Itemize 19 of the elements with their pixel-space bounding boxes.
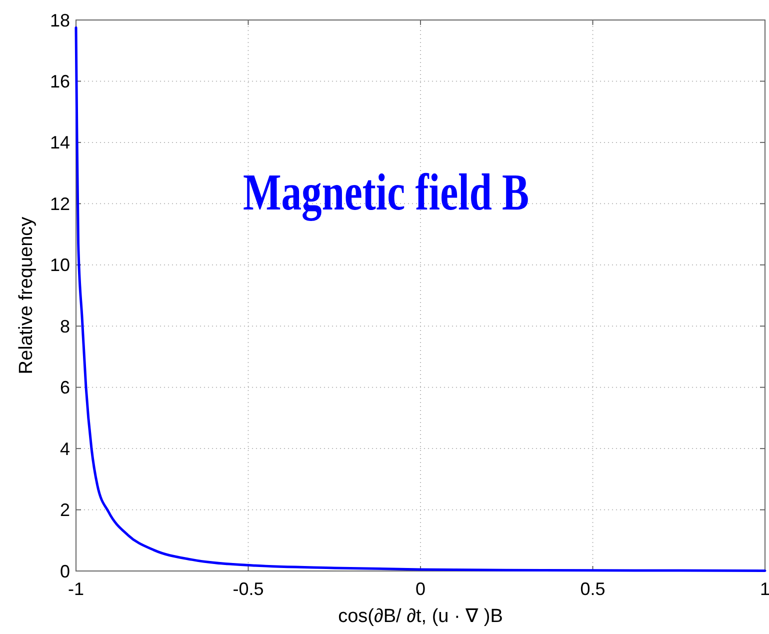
y-tick-label: 10 (50, 255, 70, 276)
y-tick-label: 12 (50, 194, 70, 214)
x-tick-label: -0.5 (232, 579, 264, 599)
y-tick-label: 2 (60, 500, 70, 520)
x-tick-label: 1 (760, 579, 769, 599)
y-axis-title: Relative frequency (16, 216, 37, 374)
y-tick-label: 16 (50, 72, 70, 92)
y-tick-label: 18 (50, 10, 70, 30)
y-tick-label: 0 (60, 561, 70, 582)
x-tick-label: -1 (68, 579, 84, 599)
y-tick-label: 6 (60, 378, 70, 398)
y-tick-label: 4 (60, 438, 70, 459)
x-axis-title: cos(∂B/ ∂t, (u · ∇ )B (338, 606, 503, 627)
x-tick-label: 0.5 (580, 579, 606, 599)
line-series (74, 26, 766, 572)
y-tick-label: 14 (50, 132, 70, 153)
annotation: Magnetic field B (243, 164, 530, 222)
y-tick-label: 8 (60, 316, 70, 336)
x-tick-label: 0 (415, 579, 426, 599)
